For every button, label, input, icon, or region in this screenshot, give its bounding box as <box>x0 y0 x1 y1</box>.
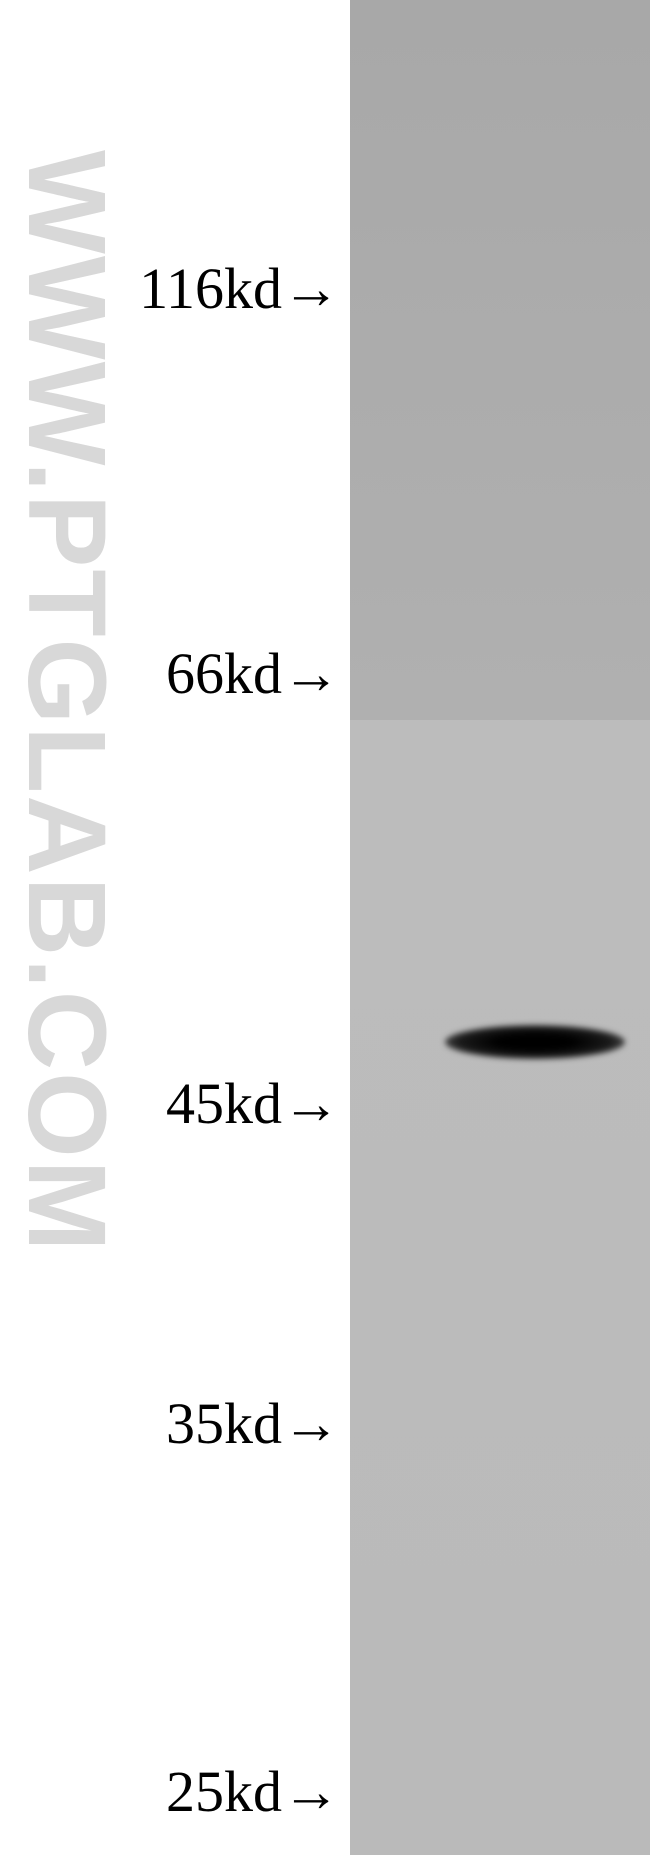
blot-lane <box>350 0 650 1855</box>
marker-label-45kd: 45kd→ <box>166 1070 340 1137</box>
marker-label-66kd: 66kd→ <box>166 640 340 707</box>
protein-band <box>445 1025 625 1059</box>
marker-label-35kd: 35kd→ <box>166 1390 340 1457</box>
lane-background-top <box>350 0 650 720</box>
marker-label-25kd: 25kd→ <box>166 1758 340 1825</box>
labels-area: 116kd→ 66kd→ 45kd→ 35kd→ 25kd→ <box>0 0 340 1855</box>
lane-background-bottom <box>350 720 650 1855</box>
marker-label-116kd: 116kd→ <box>139 255 340 322</box>
